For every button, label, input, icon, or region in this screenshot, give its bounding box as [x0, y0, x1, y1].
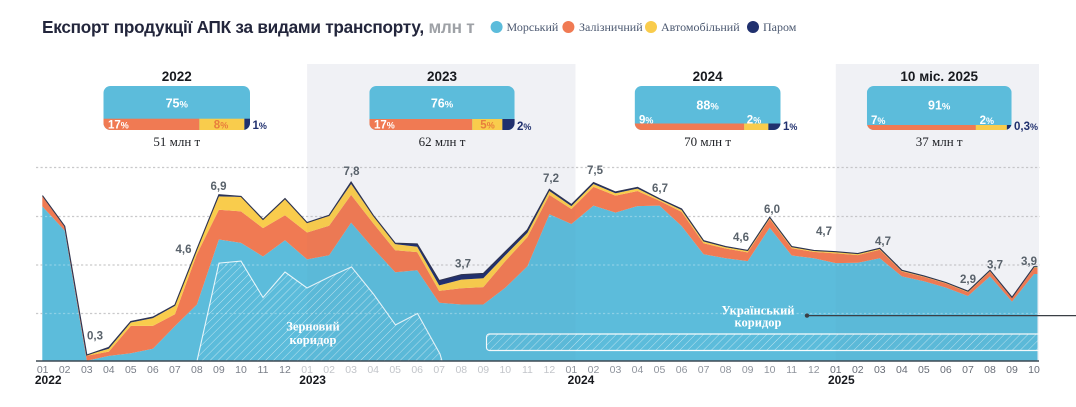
svg-text:37 млн т: 37 млн т	[916, 134, 963, 149]
svg-text:Морський: Морський	[507, 20, 559, 34]
svg-text:7,5: 7,5	[587, 165, 604, 177]
svg-text:5%: 5%	[480, 119, 494, 131]
svg-text:7%: 7%	[871, 115, 885, 127]
svg-text:08: 08	[720, 364, 732, 376]
svg-text:09: 09	[477, 364, 489, 376]
svg-text:09: 09	[1006, 364, 1018, 376]
svg-text:05: 05	[125, 364, 137, 376]
svg-text:3,9: 3,9	[1021, 256, 1037, 268]
svg-text:Зерновий: Зерновий	[286, 320, 339, 334]
svg-text:9%: 9%	[639, 115, 653, 127]
svg-text:01: 01	[830, 364, 842, 376]
svg-text:09: 09	[213, 364, 225, 376]
svg-text:2%: 2%	[747, 115, 761, 127]
svg-text:Паром: Паром	[763, 20, 797, 34]
svg-text:2025: 2025	[828, 373, 855, 387]
svg-text:17%: 17%	[108, 119, 129, 131]
svg-text:70 млн т: 70 млн т	[684, 134, 731, 149]
svg-text:17%: 17%	[374, 119, 395, 131]
svg-text:07: 07	[962, 364, 974, 376]
svg-text:1%: 1%	[253, 120, 267, 132]
svg-text:Автомобільний: Автомобільний	[661, 20, 740, 34]
svg-text:3,7: 3,7	[455, 259, 471, 271]
svg-text:Експорт продукції АПК за видам: Експорт продукції АПК за видами транспор…	[42, 17, 474, 37]
svg-text:3,7: 3,7	[987, 260, 1003, 272]
svg-text:2%: 2%	[980, 115, 994, 127]
svg-text:03: 03	[610, 364, 622, 376]
svg-text:Український: Український	[722, 304, 795, 318]
svg-text:03: 03	[874, 364, 886, 376]
svg-text:06: 06	[940, 364, 952, 376]
svg-text:10: 10	[764, 364, 776, 376]
svg-text:02: 02	[59, 364, 71, 376]
svg-text:0,3%: 0,3%	[1014, 121, 1038, 133]
svg-text:01: 01	[301, 364, 313, 376]
svg-text:06: 06	[411, 364, 423, 376]
svg-text:2,9: 2,9	[960, 274, 976, 286]
svg-text:75%: 75%	[166, 97, 189, 111]
svg-text:08: 08	[984, 364, 996, 376]
svg-text:04: 04	[632, 364, 644, 376]
svg-text:05: 05	[654, 364, 666, 376]
svg-text:07: 07	[698, 364, 710, 376]
svg-text:6,7: 6,7	[652, 183, 668, 195]
svg-text:10 міс. 2025: 10 міс. 2025	[900, 69, 978, 84]
svg-text:2024: 2024	[568, 373, 595, 387]
svg-text:01: 01	[566, 364, 578, 376]
svg-text:4,7: 4,7	[816, 226, 832, 238]
svg-text:8%: 8%	[214, 119, 228, 131]
svg-text:12: 12	[544, 364, 556, 376]
svg-text:12: 12	[808, 364, 820, 376]
svg-text:88%: 88%	[696, 99, 719, 113]
svg-text:10: 10	[1028, 364, 1040, 376]
svg-text:08: 08	[191, 364, 203, 376]
svg-text:2023: 2023	[299, 373, 326, 387]
svg-text:12: 12	[279, 364, 291, 376]
svg-text:2%: 2%	[517, 121, 531, 133]
svg-text:05: 05	[389, 364, 401, 376]
svg-text:04: 04	[896, 364, 908, 376]
svg-text:10: 10	[235, 364, 247, 376]
svg-text:4,7: 4,7	[875, 236, 891, 248]
svg-text:1%: 1%	[783, 121, 797, 133]
svg-text:4,6: 4,6	[176, 244, 192, 256]
svg-text:6,0: 6,0	[764, 204, 780, 216]
svg-text:0,3: 0,3	[87, 331, 103, 343]
svg-text:06: 06	[676, 364, 688, 376]
svg-text:2024: 2024	[693, 69, 724, 84]
svg-text:2022: 2022	[162, 69, 192, 84]
svg-text:11: 11	[258, 364, 269, 376]
svg-text:07: 07	[169, 364, 181, 376]
svg-text:Залізничний: Залізничний	[579, 20, 643, 34]
svg-text:02: 02	[852, 364, 864, 376]
svg-text:4,6: 4,6	[733, 232, 749, 244]
svg-text:2022: 2022	[35, 373, 62, 387]
svg-text:06: 06	[147, 364, 159, 376]
svg-text:91%: 91%	[928, 99, 951, 113]
svg-text:76%: 76%	[431, 97, 454, 111]
svg-text:11: 11	[522, 364, 533, 376]
svg-text:коридор: коридор	[735, 316, 782, 330]
svg-text:07: 07	[433, 364, 445, 376]
svg-text:51 млн т: 51 млн т	[153, 134, 200, 149]
svg-text:11: 11	[786, 364, 797, 376]
svg-text:02: 02	[323, 364, 335, 376]
svg-text:01: 01	[37, 364, 49, 376]
svg-text:03: 03	[345, 364, 357, 376]
svg-text:04: 04	[103, 364, 115, 376]
svg-text:10: 10	[499, 364, 511, 376]
svg-text:7,8: 7,8	[344, 166, 361, 178]
svg-text:62 млн т: 62 млн т	[419, 134, 466, 149]
svg-text:2023: 2023	[427, 69, 458, 84]
svg-text:09: 09	[742, 364, 754, 376]
svg-text:7,2: 7,2	[543, 173, 559, 185]
svg-text:02: 02	[588, 364, 600, 376]
svg-text:коридор: коридор	[290, 333, 337, 347]
svg-text:6,9: 6,9	[211, 181, 227, 193]
svg-text:04: 04	[367, 364, 379, 376]
svg-text:08: 08	[455, 364, 467, 376]
svg-text:03: 03	[81, 364, 93, 376]
svg-text:05: 05	[918, 364, 930, 376]
